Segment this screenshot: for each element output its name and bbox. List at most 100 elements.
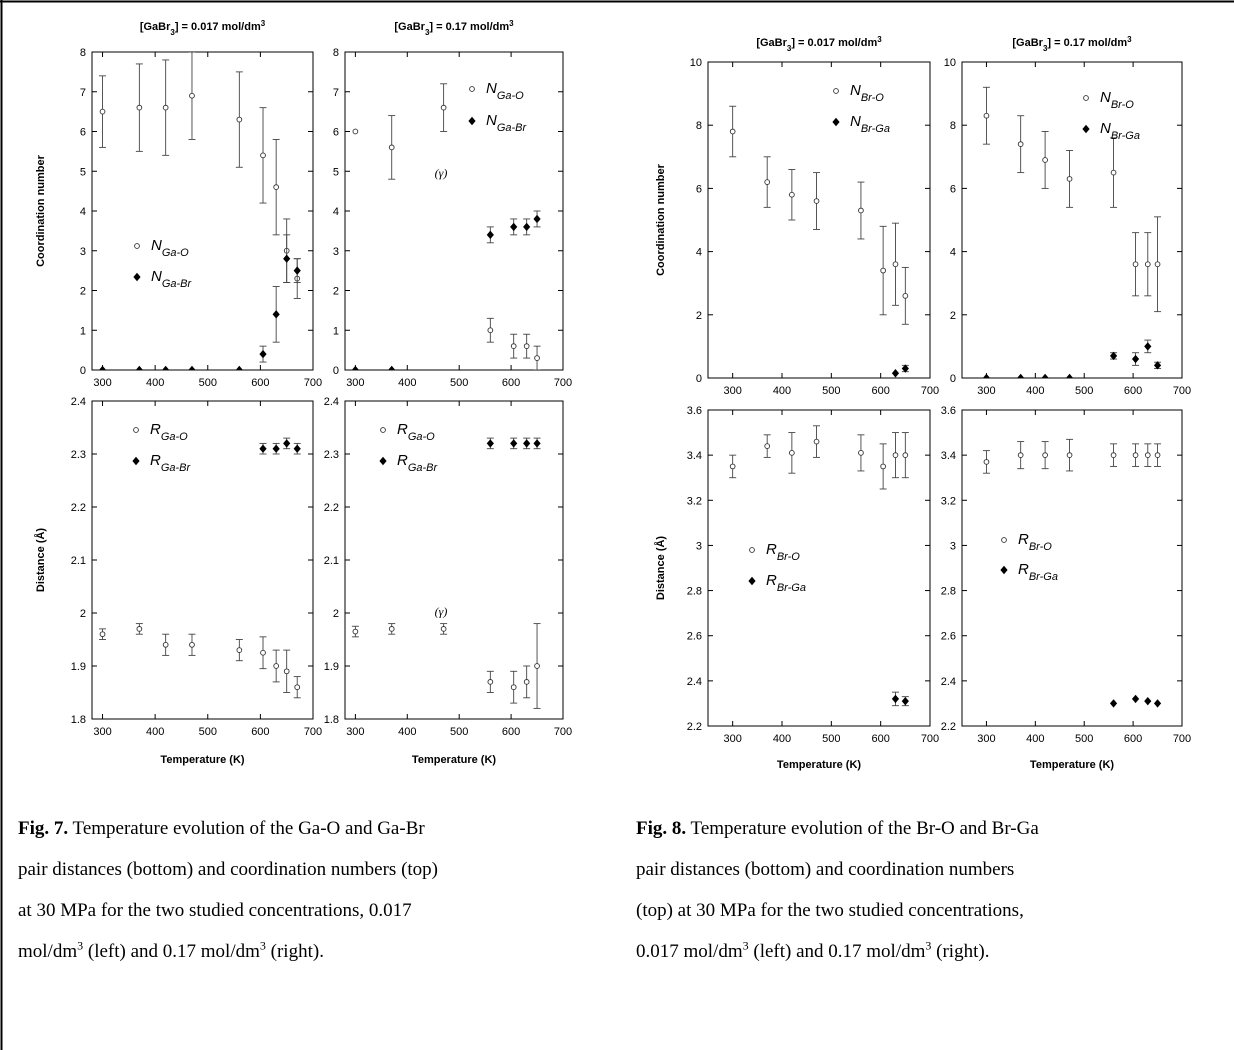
data-point-diamond <box>1153 361 1162 370</box>
panel-title-part: ] = 0.017 mol/dm <box>175 21 261 33</box>
data-point-circle <box>902 292 909 299</box>
caption-text: (left) and 0.17 mol/dm <box>748 941 926 962</box>
caption-superscript: 3 <box>742 938 749 953</box>
annotation: (γ) <box>435 605 448 619</box>
series-NGa-O <box>352 83 541 370</box>
x-tick-label: 700 <box>304 377 322 389</box>
legend-label-main: R <box>1018 561 1029 578</box>
y-tick-label: 3 <box>80 246 86 258</box>
x-tick-label: 400 <box>773 385 791 397</box>
legend-marker-diamond <box>832 117 840 127</box>
data-point-circle <box>534 355 540 361</box>
y-tick-label: 0 <box>696 373 702 385</box>
y-tick-label: 4 <box>80 206 86 218</box>
data-point-circle <box>487 679 494 685</box>
x-tick-label: 300 <box>93 377 111 389</box>
x-tick-label: 600 <box>1124 385 1142 397</box>
y-tick-label: 2.4 <box>71 396 86 408</box>
series-RBr-Ga <box>1109 694 1162 708</box>
y-tick-label: 2.1 <box>324 555 339 567</box>
data-point-circle <box>189 641 195 648</box>
x-tick-label: 500 <box>822 385 840 397</box>
x-axis-label: Temperature (K) <box>777 759 861 771</box>
data-point-circle <box>440 104 447 111</box>
x-tick-label: 300 <box>346 726 364 738</box>
data-point-circle <box>1144 261 1151 268</box>
legend-label: NGa-O <box>486 80 524 102</box>
panel-title-superscript: 3 <box>1127 35 1132 44</box>
caption-text: mol/dm <box>18 941 78 962</box>
y-tick-label: 6 <box>80 127 86 139</box>
x-tick-label: 500 <box>450 377 468 389</box>
legend-label: NGa-O <box>151 237 189 259</box>
y-axis-label: Coordination number <box>35 154 47 267</box>
y-tick-label: 2.6 <box>941 631 956 643</box>
y-tick-label: 3.6 <box>687 405 702 417</box>
data-point-circle <box>260 649 266 656</box>
y-tick-label: 8 <box>696 120 702 132</box>
y-tick-label: 2.3 <box>71 449 86 461</box>
data-point-diamond <box>901 364 909 373</box>
y-tick-label: 3.4 <box>941 450 956 462</box>
y-tick-label: 6 <box>950 183 956 195</box>
plot-frame <box>961 409 1183 727</box>
x-tick-label: 500 <box>1075 385 1093 397</box>
legend-marker-diamond <box>1082 124 1090 134</box>
data-point-circle <box>789 450 795 456</box>
caption-line: 0.017 mol/dm3 (left) and 0.17 mol/dm3 (r… <box>636 931 1226 972</box>
data-point-diamond <box>523 222 531 232</box>
legend-marker-diamond <box>468 116 476 126</box>
data-point-circle <box>1154 261 1161 268</box>
panel-title-part: [GaBr <box>1012 37 1043 49</box>
data-point-diamond <box>1109 699 1118 708</box>
x-tick-label: 400 <box>146 726 164 738</box>
legend-label-subscript: Ga-O <box>408 431 435 443</box>
x-tick-label: 700 <box>554 726 572 738</box>
legend-label-subscript: Ga-Br <box>162 278 193 290</box>
x-tick-label: 600 <box>871 733 889 745</box>
legend-label: NGa-Br <box>151 268 193 290</box>
data-point-diamond <box>891 369 900 378</box>
data-point-diamond <box>235 365 243 370</box>
plot-data <box>99 437 301 699</box>
legend-label-main: R <box>397 421 408 438</box>
data-point-diamond <box>293 266 301 275</box>
panel-title-subscript: 3 <box>1043 44 1048 53</box>
legend-label-subscript: Br-Ga <box>777 582 806 594</box>
y-axis-label: Distance (Å) <box>654 536 667 601</box>
caption-line: Fig. 8. Temperature evolution of the Br-… <box>636 808 1226 849</box>
series-RGa-Br <box>259 437 301 455</box>
y-tick-label: 2.4 <box>687 676 702 688</box>
x-tick-label: 600 <box>502 726 520 738</box>
data-point-diamond <box>510 439 518 448</box>
y-tick-label: 3.4 <box>687 450 702 462</box>
y-tick-label: 3.6 <box>941 405 956 417</box>
legend-label-main: N <box>850 113 861 130</box>
plot-frame <box>961 61 1183 379</box>
data-point-diamond <box>283 254 291 263</box>
data-point-diamond <box>1131 354 1140 364</box>
y-axis-label: Distance (Å) <box>34 528 47 593</box>
x-tick-label: 300 <box>723 733 741 745</box>
y-tick-label: 2.4 <box>324 396 339 408</box>
data-point-diamond <box>135 365 143 370</box>
data-point-diamond <box>188 365 196 370</box>
data-point-circle <box>880 463 886 470</box>
y-tick-label: 2.1 <box>71 555 86 567</box>
panel-title-part: ] = 0.17 mol/dm <box>1047 37 1127 49</box>
series-NGa-Br <box>98 234 301 370</box>
legend-label: NGa-Br <box>486 112 528 134</box>
caption-text: 0.017 mol/dm <box>636 941 743 962</box>
plot-frame <box>91 51 314 371</box>
data-point-diamond <box>1065 373 1074 378</box>
panel-title-part: [GaBr <box>140 21 171 33</box>
caption-text: (right). <box>931 941 990 962</box>
annotation: (γ) <box>435 166 448 180</box>
legend-label-subscript: Br-O <box>1029 541 1052 553</box>
